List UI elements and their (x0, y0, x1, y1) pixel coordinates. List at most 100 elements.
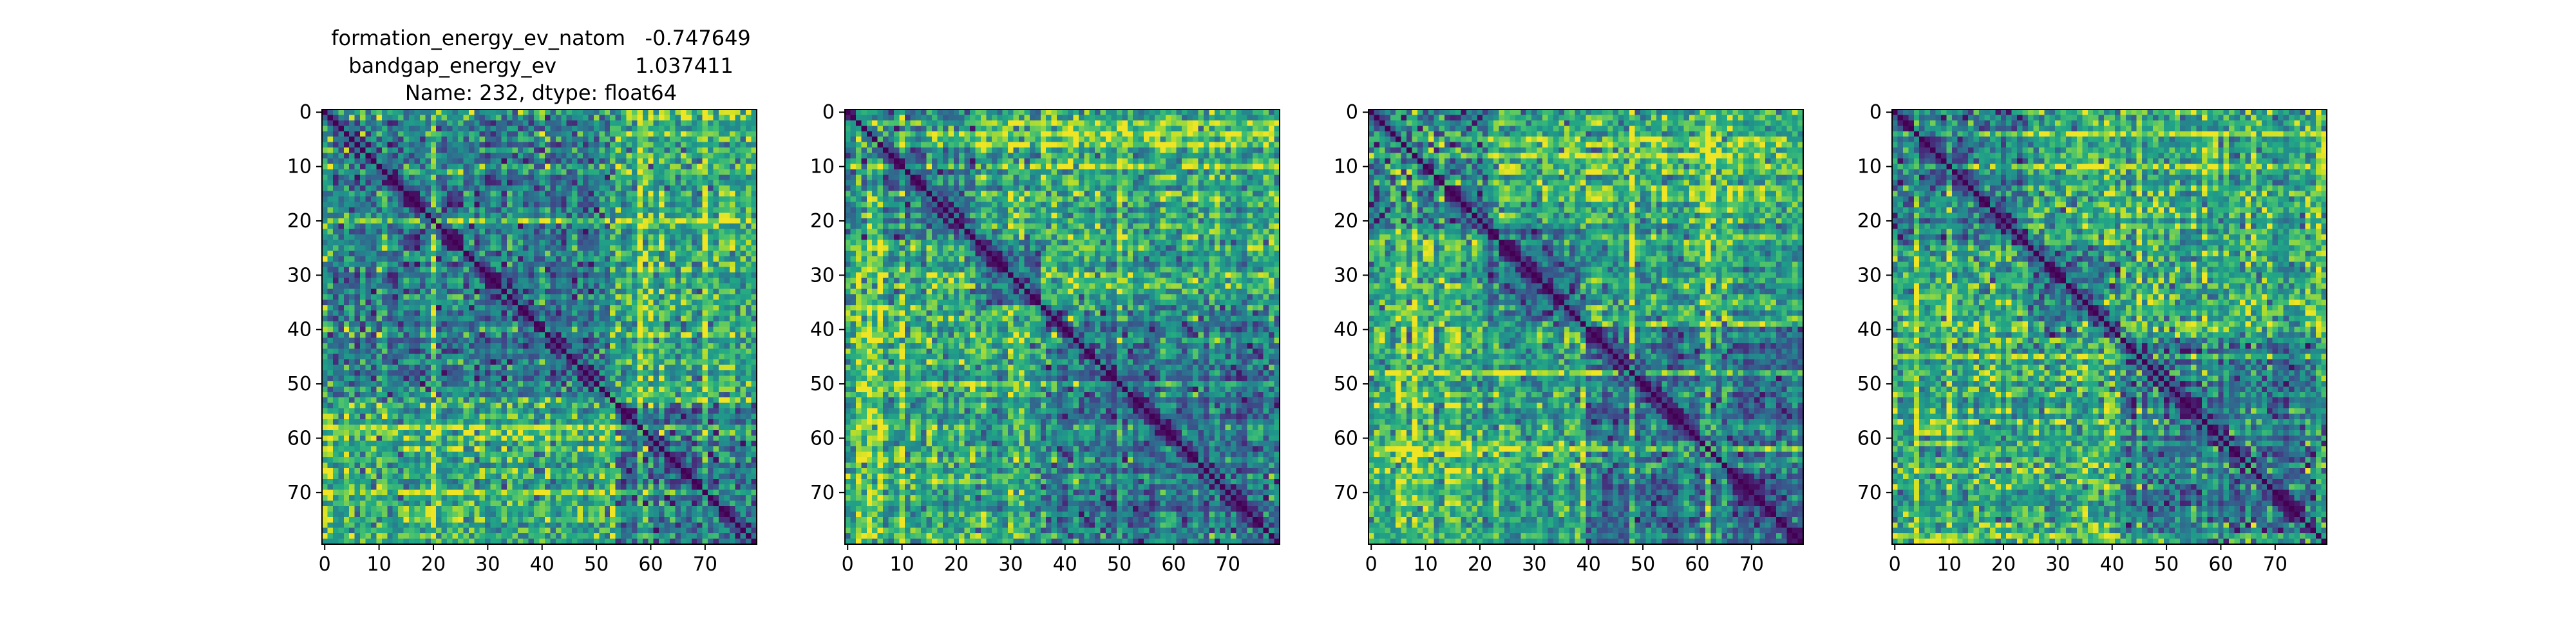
heatmap-cell (545, 185, 551, 191)
heatmap-cell (371, 316, 377, 322)
heatmap-cell (534, 142, 540, 148)
heatmap-cell (670, 289, 676, 294)
heatmap-cell (572, 272, 578, 278)
heatmap-cell (594, 191, 600, 197)
heatmap-cell (458, 267, 464, 273)
heatmap-cell (463, 191, 469, 197)
heatmap-cell (643, 403, 649, 409)
heatmap-cell (567, 408, 573, 414)
heatmap-cell (355, 294, 361, 300)
heatmap-cell (349, 147, 355, 153)
heatmap-cell (338, 403, 344, 409)
heatmap-cell (632, 185, 638, 191)
heatmap-cell (735, 310, 741, 316)
heatmap-cell (360, 332, 366, 338)
heatmap-cell (512, 207, 518, 213)
heatmap-cell (382, 381, 388, 387)
heatmap-cell (398, 343, 404, 349)
heatmap-cell (496, 267, 502, 273)
heatmap-cell (463, 359, 469, 365)
heatmap-cell (637, 185, 643, 191)
heatmap-cell (480, 109, 486, 115)
heatmap-cell (496, 381, 502, 387)
heatmap-cell (643, 392, 649, 398)
heatmap-cell (507, 180, 513, 186)
heatmap-cell (366, 234, 372, 240)
heatmap-cell (583, 267, 589, 273)
heatmap-cell (632, 392, 638, 398)
heatmap-cell (518, 441, 524, 447)
heatmap-cell (398, 245, 404, 251)
heatmap-cell (594, 397, 600, 403)
heatmap-cell (344, 272, 350, 278)
heatmap-cell (442, 310, 448, 316)
heatmap-cell (659, 299, 665, 305)
heatmap-cell (567, 365, 573, 371)
heatmap-cell (436, 294, 442, 300)
heatmap-cell (523, 310, 529, 316)
heatmap-cell (333, 441, 339, 447)
heatmap-cell (654, 310, 659, 316)
heatmap-cell (561, 354, 567, 360)
heatmap-cell (627, 137, 632, 142)
heatmap-cell (507, 397, 513, 403)
heatmap-cell (567, 332, 573, 338)
heatmap-cell (578, 305, 583, 311)
heatmap-cell (697, 137, 703, 142)
heatmap-cell (414, 158, 420, 164)
heatmap-cell (741, 430, 746, 436)
heatmap-cell (670, 261, 676, 267)
heatmap-cell (621, 137, 627, 142)
heatmap-cell (453, 131, 459, 137)
heatmap-cell (540, 299, 545, 305)
heatmap-cell (523, 370, 529, 376)
heatmap-cell (447, 403, 453, 409)
heatmap-cell (349, 403, 355, 409)
heatmap-cell (659, 321, 665, 327)
heatmap-cell (741, 294, 746, 300)
heatmap-cell (404, 251, 410, 256)
heatmap-cell (409, 365, 415, 371)
heatmap-cell (344, 316, 350, 322)
heatmap-cell (621, 294, 627, 300)
heatmap-cell (583, 207, 589, 213)
heatmap-cell (583, 196, 589, 202)
heatmap-cell (605, 392, 611, 398)
heatmap-cell (746, 392, 752, 398)
heatmap-cell (491, 261, 497, 267)
heatmap-cell (333, 158, 339, 164)
heatmap-cell (393, 175, 399, 180)
heatmap-cell (463, 332, 469, 338)
heatmap-cell (746, 245, 752, 251)
heatmap-cell (637, 321, 643, 327)
heatmap-cell (708, 261, 714, 267)
heatmap-cell (523, 251, 529, 256)
heatmap-cell (621, 289, 627, 294)
heatmap-cell (355, 365, 361, 371)
heatmap-cell (469, 424, 475, 430)
heatmap-cell (616, 424, 621, 430)
heatmap-cell (409, 310, 415, 316)
heatmap-cell (491, 403, 497, 409)
heatmap-cell (322, 272, 328, 278)
heatmap-cell (605, 142, 611, 148)
heatmap-cell (349, 131, 355, 137)
heatmap-cell (496, 240, 502, 246)
heatmap-cell (382, 169, 388, 175)
heatmap-cell (469, 240, 475, 246)
heatmap-cell (491, 321, 497, 327)
heatmap-cell (697, 234, 703, 240)
heatmap-cell (556, 229, 562, 235)
heatmap-cell (621, 245, 627, 251)
heatmap-cell (463, 289, 469, 294)
heatmap-cell (741, 343, 746, 349)
heatmap-cell (387, 365, 393, 371)
heatmap-cell (463, 185, 469, 191)
heatmap-cell (442, 120, 448, 126)
heatmap-cell (724, 267, 730, 273)
heatmap-cell (588, 202, 594, 207)
heatmap-cell (724, 256, 730, 262)
heatmap-cell (447, 354, 453, 360)
heatmap-cell (344, 207, 350, 213)
heatmap-cell (545, 294, 551, 300)
